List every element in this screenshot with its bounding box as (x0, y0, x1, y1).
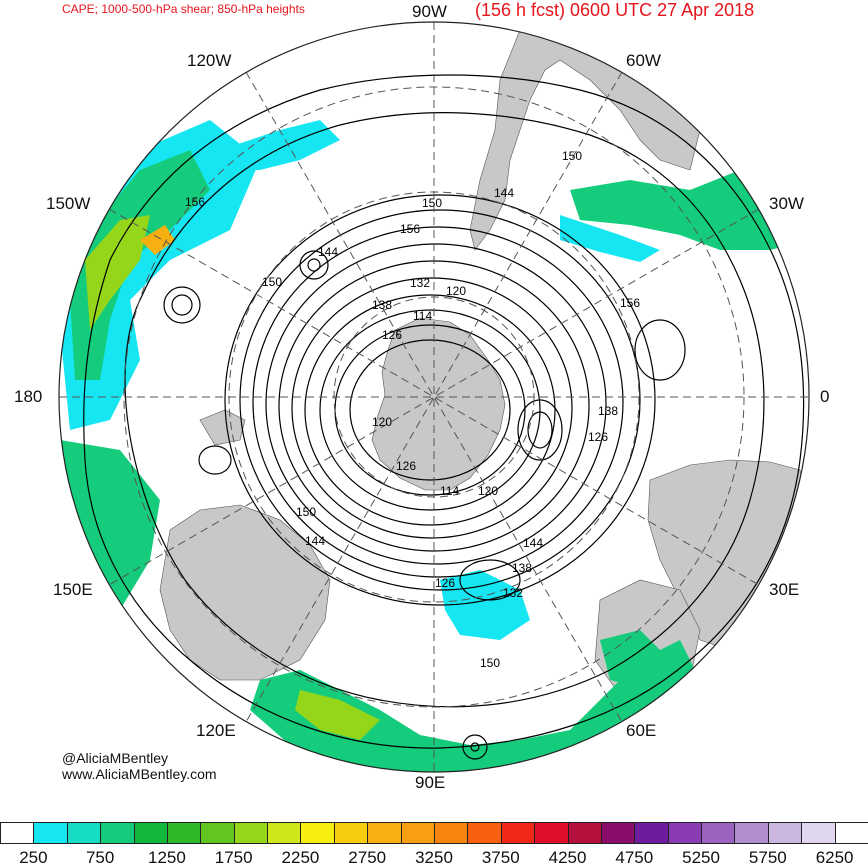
lon-label-150e: 150E (53, 580, 93, 599)
colorbar-swatch (267, 822, 302, 844)
contour-label: 126 (396, 459, 416, 473)
colorbar-label: 5750 (748, 848, 787, 867)
colorbar-swatch (467, 822, 502, 844)
lon-label-30e: 30E (769, 580, 800, 599)
colorbar-swatch (534, 822, 569, 844)
lon-label-60e: 60E (626, 721, 657, 740)
map-boundary (58, 21, 810, 773)
contour-label: 150 (422, 196, 442, 210)
colorbar-label: 750 (85, 848, 115, 867)
lon-label-60w: 60W (626, 51, 661, 70)
colorbar-swatch (634, 822, 669, 844)
contour-label: 144 (494, 186, 514, 200)
contour-label: 138 (598, 404, 618, 418)
graticule (59, 22, 809, 772)
colorbar-swatch (66, 822, 102, 844)
contour-label: 144 (305, 534, 325, 548)
lon-label-90e: 90E (415, 773, 446, 792)
colorbar-swatch (333, 822, 369, 844)
lon-label-120w: 120W (187, 51, 232, 70)
contour-label: 120 (446, 284, 466, 298)
colorbar-swatch (300, 822, 335, 844)
colorbar-label: 4250 (548, 848, 587, 867)
contour-label: 150 (480, 656, 500, 670)
colorbar-swatch (801, 822, 836, 844)
cape-pacific-peak (140, 225, 175, 255)
colorbar-swatch (233, 822, 269, 844)
colorbar-swatch (600, 822, 636, 844)
contour-label: 144 (523, 536, 543, 550)
colorbar-label: 4750 (615, 848, 654, 867)
lon-label-30w: 30W (769, 194, 804, 213)
contour-label: 150 (296, 505, 316, 519)
colorbar-label: 3250 (415, 848, 453, 867)
contour-label: 126 (435, 576, 455, 590)
contour-label-group: 156 150 144 150 156 132 120 138 114 126 … (185, 149, 640, 670)
colorbar-label: 1750 (214, 848, 253, 867)
header-left-title: CAPE; 1000-500-hPa shear; 850-hPa height… (62, 2, 305, 16)
colorbar-swatch (767, 822, 803, 844)
contour-label: 132 (503, 586, 523, 600)
cape-pacific-east-upper (220, 120, 340, 170)
contour-label: 150 (562, 149, 582, 163)
colorbar-label: 1250 (148, 848, 186, 867)
header-right-title: (156 h fcst) 0600 UTC 27 Apr 2018 (475, 0, 755, 20)
lon-label-90w: 90W (412, 2, 447, 21)
colorbar-swatch (100, 822, 135, 844)
contour-label: 132 (410, 276, 430, 290)
lon-label-120e: 120E (196, 721, 236, 740)
colorbar-swatch (500, 822, 536, 844)
colorbar: 250 750 1250 1750 2250 2750 3250 3750 4250 4750 52… (0, 822, 868, 867)
contour-label: 150 (262, 275, 282, 289)
contour-label: 120 (372, 415, 392, 429)
lon-label-150w: 150W (46, 194, 91, 213)
cape-east-right (600, 630, 670, 690)
colorbar-swatch (200, 822, 235, 844)
cape-pacific-west-mid (70, 150, 210, 380)
credit-website: www.AliciaMBentley.com (62, 766, 217, 782)
colorbar-swatch (434, 822, 469, 844)
contour-label: 126 (588, 430, 608, 444)
cape-west-south (60, 440, 160, 610)
contour-label: 144 (318, 245, 338, 259)
cape-atlantic-low (560, 215, 660, 262)
cape-pacific-west-high (85, 215, 150, 330)
colorbar-label: 3750 (481, 848, 520, 867)
contour-label: 156 (185, 195, 205, 209)
contour-label: 138 (372, 298, 392, 312)
lon-label-0: 0 (820, 387, 830, 406)
colorbar-label: 250 (19, 848, 48, 867)
colorbar-swatch (367, 822, 402, 844)
colorbar-swatch (0, 822, 35, 844)
contour-label: 120 (478, 484, 498, 498)
colorbar-label: 2750 (348, 848, 387, 867)
lon-label-180: 180 (14, 387, 43, 406)
colorbar-swatch (567, 822, 602, 844)
colorbar-swatch (166, 822, 202, 844)
colorbar-swatch (734, 822, 769, 844)
colorbar-swatch (400, 822, 435, 844)
contour-label: 126 (382, 328, 402, 342)
colorbar-swatch (33, 822, 68, 844)
contour-label: 156 (620, 296, 640, 310)
asia-land (159, 504, 331, 681)
contour-label: 114 (440, 484, 459, 498)
colorbar-label: 5250 (682, 848, 720, 867)
contour-label: 114 (413, 309, 432, 323)
colorbar-swatch (667, 822, 703, 844)
contour-label: 138 (512, 561, 532, 575)
contour-label: 156 (400, 222, 420, 236)
credit-twitter: @AliciaMBentley (62, 750, 169, 766)
cape-india-high (295, 690, 380, 740)
height-contours (83, 74, 805, 760)
colorbar-swatch (701, 822, 736, 844)
colorbar-swatch (133, 822, 168, 844)
colorbar-label: 6250 (815, 848, 854, 867)
colorbar-swatch (834, 822, 868, 844)
colorbar-label: 2250 (281, 848, 320, 867)
